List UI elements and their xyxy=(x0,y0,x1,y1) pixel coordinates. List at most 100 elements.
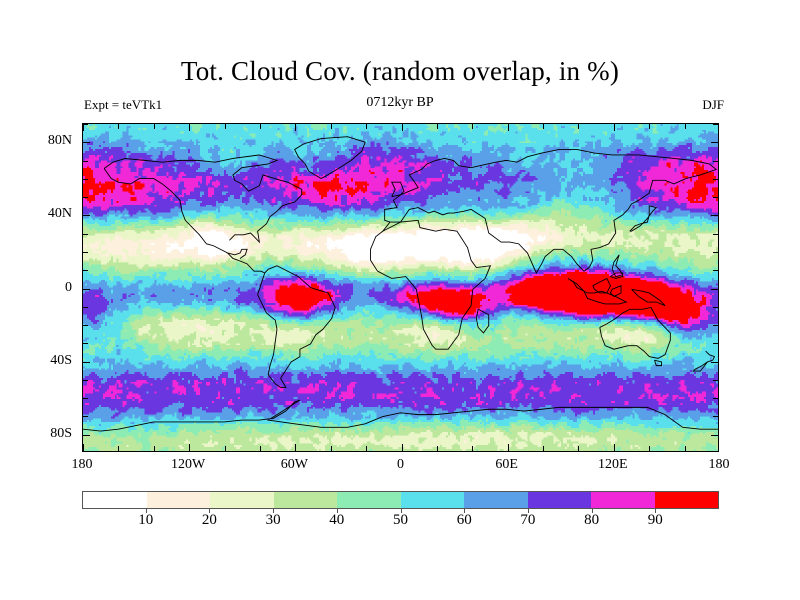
x-axis-label: 0 xyxy=(397,457,404,472)
axis-tick xyxy=(83,233,88,235)
axis-tick xyxy=(83,398,88,400)
axis-tick xyxy=(713,416,718,418)
axis-tick xyxy=(153,446,155,451)
axis-tick xyxy=(507,124,509,131)
axis-tick xyxy=(83,215,90,217)
colorbar-label: 70 xyxy=(520,512,536,528)
axis-tick xyxy=(224,446,226,451)
axis-tick xyxy=(83,251,88,253)
y-axis-label: 80N xyxy=(47,133,72,149)
axis-tick xyxy=(83,434,90,436)
colorbar-label: 10 xyxy=(138,512,154,528)
axis-tick xyxy=(118,124,120,129)
axis-tick xyxy=(83,160,88,162)
axis-tick xyxy=(83,343,88,345)
axis-tick xyxy=(295,444,297,451)
axis-tick xyxy=(472,446,474,451)
axis-tick xyxy=(83,270,88,272)
axis-tick xyxy=(713,398,718,400)
colorbar-tick xyxy=(145,509,147,513)
axis-tick xyxy=(83,197,88,199)
axis-tick xyxy=(83,178,88,180)
axis-tick xyxy=(713,270,718,272)
x-axis-label: 60E xyxy=(495,457,518,472)
season-label: DJF xyxy=(702,97,724,112)
axis-tick xyxy=(83,444,84,451)
axis-tick xyxy=(401,124,403,131)
x-axis-label: 180 xyxy=(71,457,93,472)
colorbar-band-20to30 xyxy=(210,492,274,508)
axis-tick xyxy=(83,142,90,144)
colorbar-label: 60 xyxy=(456,512,472,528)
colorbar-band-30to40 xyxy=(273,492,337,508)
y-axis-label: 40S xyxy=(50,352,72,368)
axis-tick xyxy=(83,306,88,308)
colorbar-label: 40 xyxy=(329,512,345,528)
axis-tick xyxy=(713,251,718,253)
axis-tick xyxy=(259,124,261,129)
axis-tick xyxy=(118,446,120,451)
colorbar-tick xyxy=(591,509,593,513)
axis-tick xyxy=(330,124,332,129)
x-axis-label: 120E xyxy=(598,457,628,472)
axis-tick xyxy=(711,361,718,363)
axis-tick xyxy=(436,124,438,129)
colorbar-tick xyxy=(655,509,657,513)
axis-tick xyxy=(613,124,615,131)
cloud-cover-field xyxy=(83,124,718,451)
axis-tick xyxy=(713,343,718,345)
axis-tick xyxy=(713,379,718,381)
axis-tick xyxy=(578,124,580,129)
colorbar-band-70to80 xyxy=(527,492,591,508)
axis-tick xyxy=(189,444,191,451)
axis-tick xyxy=(83,379,88,381)
y-axis-label: 0 xyxy=(65,279,72,295)
axis-tick xyxy=(649,446,651,451)
axis-tick xyxy=(713,124,718,125)
y-axis-label: 80S xyxy=(50,425,72,441)
axis-tick xyxy=(684,446,686,451)
colorbar-band-90 xyxy=(654,492,718,508)
colorbar-label: 90 xyxy=(647,512,663,528)
axis-tick xyxy=(472,124,474,129)
axis-tick xyxy=(578,446,580,451)
colorbar-label: 80 xyxy=(584,512,600,528)
colorbar-band-80to90 xyxy=(591,492,655,508)
axis-tick xyxy=(711,288,718,290)
axis-tick xyxy=(713,325,718,327)
axis-tick xyxy=(543,124,545,129)
y-axis-label: 40N xyxy=(47,206,72,222)
axis-tick xyxy=(83,124,88,125)
axis-tick xyxy=(83,416,88,418)
axis-tick xyxy=(366,446,368,451)
colorbar-tick xyxy=(209,509,211,513)
axis-tick xyxy=(189,124,191,131)
colorbar-label: 30 xyxy=(265,512,281,528)
colorbar-bands xyxy=(82,491,719,509)
colorbar xyxy=(82,491,719,513)
axis-tick xyxy=(259,446,261,451)
colorbar-band-10 xyxy=(83,492,147,508)
axis-tick xyxy=(713,306,718,308)
page-title: Tot. Cloud Cov. (random overlap, in %) xyxy=(180,56,620,86)
axis-tick xyxy=(711,434,718,436)
colorbar-tick xyxy=(464,509,466,513)
axis-tick xyxy=(224,124,226,129)
axis-tick xyxy=(649,124,651,129)
axis-tick xyxy=(83,288,90,290)
colorbar-tick xyxy=(527,509,529,513)
colorbar-band-10to20 xyxy=(146,492,210,508)
axis-tick xyxy=(713,233,718,235)
axis-tick xyxy=(83,361,90,363)
experiment-label: Expt = teVTk1 xyxy=(84,97,163,112)
map-plot-area xyxy=(82,123,719,452)
axis-tick xyxy=(713,178,718,180)
axis-tick xyxy=(713,197,718,199)
axis-tick xyxy=(613,444,615,451)
axis-tick xyxy=(401,444,403,451)
colorbar-tick xyxy=(400,509,402,513)
axis-tick xyxy=(366,124,368,129)
axis-tick xyxy=(83,325,88,327)
axis-tick xyxy=(330,446,332,451)
x-axis-label: 120W xyxy=(171,457,206,472)
